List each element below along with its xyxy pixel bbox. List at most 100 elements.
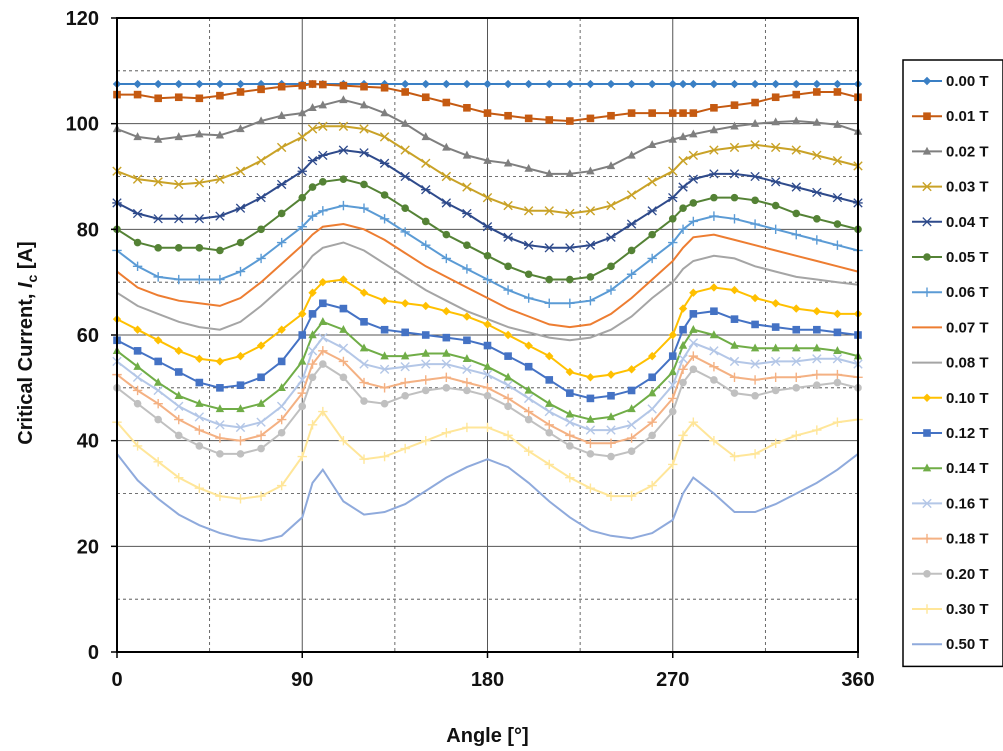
data-point [462,208,472,219]
data-point [298,331,307,339]
data-point [544,406,554,417]
data-point [678,132,688,141]
data-point [276,179,287,190]
data-point [380,325,389,334]
data-point [647,206,657,216]
data-point [400,145,410,155]
legend-label: 0.01 T [946,108,989,125]
data-point [679,325,687,334]
data-point [379,364,390,375]
legend-label: 0.14 T [946,460,989,477]
data-point [441,359,452,369]
data-point [195,378,204,387]
data-point [195,442,204,450]
series-0-07-t [116,222,859,329]
data-point [606,161,616,170]
data-point [298,402,307,411]
data-point [153,177,163,187]
data-point [318,100,328,109]
data-point [606,285,616,295]
series-0-05-t [113,175,862,284]
data-point [216,450,224,458]
legend-entry: 0.20 T [912,566,989,583]
data-point [318,121,328,132]
data-point [503,285,513,295]
data-point [922,146,932,155]
data-point [236,351,245,361]
data-point [153,272,163,282]
x-tick-label: 0 [111,669,122,691]
data-point [689,199,698,207]
data-point [730,121,739,130]
data-point [153,134,163,143]
y-tick-label: 40 [77,431,99,453]
data-point [626,433,637,443]
data-point [833,328,842,337]
data-point [236,450,245,458]
data-point [318,317,328,325]
data-point [462,312,472,321]
data-point [380,83,389,92]
data-point [771,79,780,89]
data-point [545,428,554,437]
legend-label: 0.04 T [946,214,989,231]
legend-entry: 0.18 T [912,531,989,548]
data-point [606,491,616,501]
data-point [236,88,245,96]
data-point [308,288,317,297]
data-point [923,112,931,120]
series-0-50-t [116,453,859,543]
data-point [421,375,431,385]
data-point [256,491,266,501]
data-point [421,331,430,339]
data-point [523,293,534,303]
data-point [401,391,409,400]
data-point [523,240,534,250]
data-point [307,346,318,356]
data-point [523,406,534,417]
data-point [626,420,637,430]
data-point [922,76,932,86]
data-point [729,356,740,367]
x-tick-label: 360 [841,669,874,691]
data-point [751,391,759,400]
data-point [812,79,822,89]
data-point [647,417,657,427]
data-point [729,451,740,462]
data-point [174,93,183,102]
data-point [545,351,554,361]
legend-label: 0.18 T [946,531,989,548]
data-point [338,145,349,155]
y-tick-label: 60 [77,325,99,347]
data-point [503,330,513,340]
data-point [689,129,698,138]
data-point [709,346,719,356]
data-point [750,375,760,385]
data-point [421,435,431,446]
data-point [750,219,760,229]
series-0-30-t [112,406,863,504]
data-point [256,417,266,427]
data-point [339,373,348,382]
data-point [483,320,492,329]
data-point [319,80,327,89]
data-point [483,79,492,89]
data-point [215,130,225,139]
legend-label: 0.07 T [946,319,989,336]
data-point [256,341,266,350]
data-point [400,227,410,237]
data-point [792,304,801,313]
legend-entry: 0.02 T [912,143,989,160]
legend-entry: 0.03 T [912,179,989,196]
data-point [813,214,821,223]
data-point [668,192,678,203]
data-point [626,219,637,229]
legend-label: 0.12 T [946,425,989,442]
data-point [380,399,389,408]
data-point [256,155,266,166]
data-point [339,175,348,183]
series-group [112,79,863,543]
data-point [668,237,678,248]
data-point [298,108,307,117]
data-point [813,381,821,389]
